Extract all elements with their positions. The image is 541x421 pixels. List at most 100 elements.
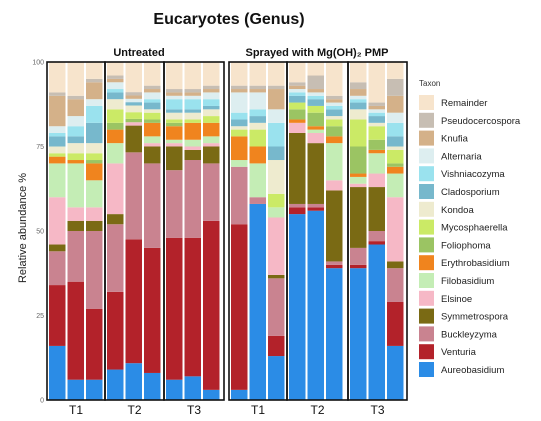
legend-label-aureobasidium: Aureobasidium [441,365,504,376]
bar-segment-pseudocercospora-sample-1 [49,92,66,96]
bar-segment-aureobasidium-sample-8 [184,376,201,400]
bar-segment-alternaria-sample-12 [268,109,285,123]
bar-segment-alternaria-sample-6 [144,92,161,100]
bar-segment-cladosporium-sample-18 [387,136,404,147]
bar-segment-pseudocercospora-sample-6 [144,85,161,90]
bar-segment-erythrobasidium-sample-14 [307,126,324,130]
bar-segment-knufia-sample-5 [125,95,142,99]
bar-segment-kondoa-sample-7 [166,112,183,120]
bar-segment-venturia-sample-5 [125,239,142,364]
bar-segment-kondoa-sample-6 [144,109,161,113]
bar-segment-filobasidium-sample-1 [49,163,66,198]
bar-segment-pseudocercospora-sample-7 [166,89,183,93]
bar-segment-buckleyzyma-sample-6 [144,163,161,248]
bar-segment-buckleyzyma-sample-8 [184,160,201,238]
bar-segment-mycosphaerella-sample-13 [289,102,306,110]
bar-segment-filobasidium-sample-3 [86,180,103,208]
bar-segment-erythrobasidium-sample-10 [231,136,248,161]
bar-segment-remainder-sample-15 [326,62,343,96]
bar-segment-pseudocercospora-sample-17 [368,102,385,106]
bar-segment-mycosphaerella-sample-11 [249,129,266,147]
bar-segment-symmetrospora-sample-14 [307,143,324,204]
bar-segment-vishniacozyma-sample-7 [166,99,183,110]
bar-segment-buckleyzyma-sample-16 [350,247,367,265]
bar-segment-vishniacozyma-sample-9 [203,99,220,106]
bar-segment-aureobasidium-sample-14 [307,210,324,400]
bar-segment-knufia-sample-2 [67,99,84,117]
bar-segment-symmetrospora-sample-1 [49,244,66,252]
bar-segment-vishniacozyma-sample-10 [231,112,248,120]
bar-segment-elsinoe-sample-1 [49,197,66,245]
bar-segment-aureobasidium-sample-13 [289,214,306,400]
bar-segment-remainder-sample-1 [49,62,66,93]
bar-segment-pseudocercospora-sample-4 [107,75,124,79]
bar-segment-knufia-sample-15 [326,99,343,103]
bar-segment-elsinoe-sample-8 [184,146,201,150]
bar-segment-buckleyzyma-sample-12 [268,278,285,336]
bar-segment-mycosphaerella-sample-10 [231,129,248,137]
legend-label-vishniacozyma: Vishniacozyma [441,169,505,180]
y-tick-label: 25 [36,313,44,320]
bar-segment-mycosphaerella-sample-1 [49,153,66,157]
bar-segment-alternaria-sample-7 [166,95,183,100]
bar-segment-alternaria-sample-17 [368,109,385,113]
bar-segment-cladosporium-sample-16 [350,102,367,110]
x-tick-label: T3 [370,403,384,417]
bar-segment-buckleyzyma-sample-13 [289,203,306,208]
bar-segment-remainder-sample-18 [387,62,404,79]
bar-segment-cladosporium-sample-11 [249,116,266,123]
bar-segment-mycosphaerella-sample-14 [307,105,324,113]
bar-segment-erythrobasidium-sample-17 [368,149,385,154]
bar-segment-remainder-sample-12 [268,62,285,86]
bar-segment-vishniacozyma-sample-4 [107,89,124,93]
bar-segment-knufia-sample-7 [166,92,183,96]
bar-segment-pseudocercospora-sample-13 [289,82,306,86]
bar-segment-remainder-sample-9 [203,62,220,86]
bar-segment-venturia-sample-16 [350,264,367,269]
legend-title: Taxon [419,79,440,88]
bar-segment-symmetrospora-sample-13 [289,132,306,204]
bar-segment-elsinoe-sample-13 [289,122,306,133]
legend-swatch-filobasidium [419,273,434,288]
bar-segment-knufia-sample-10 [231,89,248,93]
bar-segment-remainder-sample-7 [166,62,183,90]
bar-segment-venturia-sample-17 [368,241,385,245]
bar-segment-venturia-sample-3 [86,308,103,380]
legend-label-remainder: Remainder [441,98,487,109]
bar-segment-knufia-sample-18 [387,95,404,113]
bar-segment-vishniacozyma-sample-13 [289,92,306,96]
legend-swatch-buckleyzyma [419,326,434,342]
bar-segment-foliophoma-sample-16 [350,146,367,174]
bar-segment-erythrobasidium-sample-4 [107,129,124,144]
bar-segment-buckleyzyma-sample-5 [125,152,142,240]
bar-segment-erythrobasidium-sample-16 [350,173,367,177]
x-tick-label: T2 [127,403,141,417]
x-axis-ticks: T1 T2 T3 T1 T2 T3 [69,403,385,417]
bar-segment-mycosphaerella-sample-9 [203,116,220,123]
bar-segment-venturia-sample-18 [387,301,404,346]
bar-segment-pseudocercospora-sample-8 [184,89,201,93]
bar-segment-symmetrospora-sample-6 [144,146,161,164]
bar-segment-venturia-sample-7 [166,237,183,380]
bar-segment-elsinoe-sample-2 [67,207,84,221]
bar-segment-elsinoe-sample-7 [166,143,183,147]
bar-segment-elsinoe-sample-14 [307,132,324,144]
bar-segment-cladosporium-sample-4 [107,92,124,100]
bar-segment-filobasidium-sample-11 [249,163,266,198]
bar-segment-elsinoe-sample-9 [203,143,220,147]
bar-segment-venturia-sample-2 [67,281,84,380]
bar-segment-remainder-sample-17 [368,62,385,103]
bar-segment-buckleyzyma-sample-15 [326,261,343,265]
bar-segment-aureobasidium-sample-16 [350,268,367,400]
bar-segment-cladosporium-sample-15 [326,109,343,117]
bar-segment-alternaria-sample-2 [67,116,84,127]
bar-segment-pseudocercospora-sample-9 [203,85,220,90]
legend-swatch-vishniacozyma [419,166,434,182]
bar-segment-buckleyzyma-sample-10 [231,166,248,225]
bar-segment-erythrobasidium-sample-7 [166,126,183,140]
bar-segment-kondoa-sample-16 [350,109,367,120]
bar-segment-elsinoe-sample-17 [368,173,385,188]
bar-segment-buckleyzyma-sample-17 [368,231,385,242]
legend-label-mycosphaerella: Mycosphaerella [441,223,508,234]
